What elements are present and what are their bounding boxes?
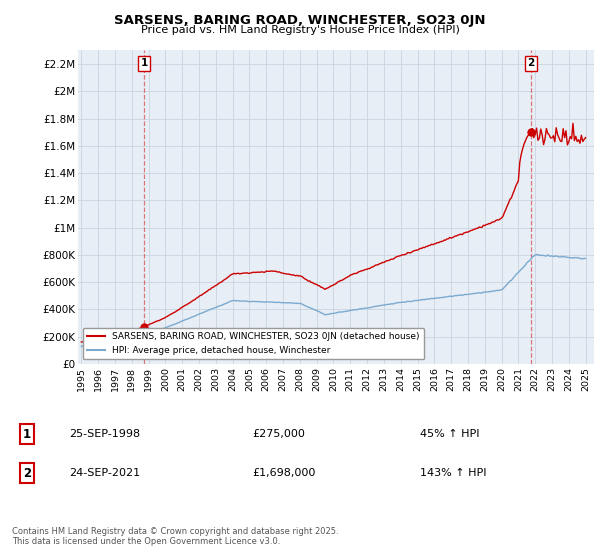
- Text: 25-SEP-1998: 25-SEP-1998: [69, 429, 140, 439]
- Text: Contains HM Land Registry data © Crown copyright and database right 2025.
This d: Contains HM Land Registry data © Crown c…: [12, 526, 338, 546]
- Text: 1: 1: [23, 427, 31, 441]
- Text: £1,698,000: £1,698,000: [252, 468, 316, 478]
- Text: 2: 2: [527, 58, 534, 68]
- Text: 1: 1: [140, 58, 148, 68]
- Text: 143% ↑ HPI: 143% ↑ HPI: [420, 468, 487, 478]
- Text: 2: 2: [23, 466, 31, 480]
- Text: SARSENS, BARING ROAD, WINCHESTER, SO23 0JN: SARSENS, BARING ROAD, WINCHESTER, SO23 0…: [114, 14, 486, 27]
- Text: Price paid vs. HM Land Registry's House Price Index (HPI): Price paid vs. HM Land Registry's House …: [140, 25, 460, 35]
- Text: 24-SEP-2021: 24-SEP-2021: [69, 468, 140, 478]
- Legend: SARSENS, BARING ROAD, WINCHESTER, SO23 0JN (detached house), HPI: Average price,: SARSENS, BARING ROAD, WINCHESTER, SO23 0…: [83, 328, 424, 360]
- Text: 45% ↑ HPI: 45% ↑ HPI: [420, 429, 479, 439]
- Text: £275,000: £275,000: [252, 429, 305, 439]
